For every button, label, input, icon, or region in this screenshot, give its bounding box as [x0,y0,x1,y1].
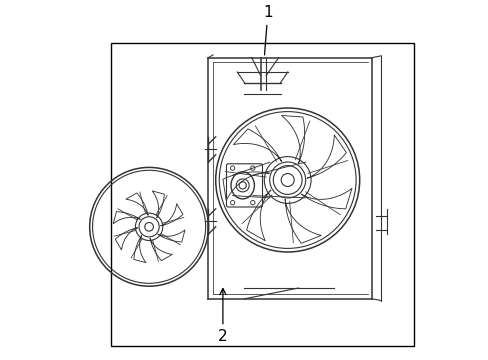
Text: 2: 2 [218,289,227,345]
Bar [111,43,413,346]
Text: 1: 1 [263,5,272,55]
